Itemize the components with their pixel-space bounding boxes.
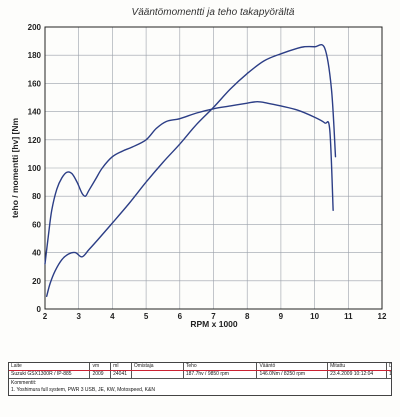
header-mi: mI xyxy=(111,363,132,370)
x-tick-label: 4 xyxy=(110,312,115,321)
x-tick-label: 12 xyxy=(378,312,387,321)
chart-title: Vääntömomentti ja teho takapyörältä xyxy=(132,7,295,18)
cell-omistaja xyxy=(132,371,184,378)
y-tick-label: 40 xyxy=(32,249,41,258)
table-header-row: Laite vm mI Omistaja Teho Vääntö Mitattu… xyxy=(9,363,391,371)
series-layer xyxy=(44,43,337,298)
header-vm: vm xyxy=(90,363,112,370)
header-laite: Laite xyxy=(9,363,91,370)
y-axis-label: teho / momentti [hv] [Nm xyxy=(10,118,20,219)
x-tick-labels: 2 3 4 5 6 7 8 9 10 11 12 xyxy=(43,312,387,321)
comment-line: 1. Yoshimura full system, PWR 3 USB, JE,… xyxy=(11,387,155,393)
x-tick-label: 5 xyxy=(144,312,149,321)
header-vaanto: Vääntö xyxy=(257,363,329,370)
y-tick-labels: 0 20 40 60 80 100 120 140 160 180 200 xyxy=(28,23,42,314)
series-line-upper xyxy=(44,101,334,265)
x-axis-label: RPM x 1000 xyxy=(190,319,238,329)
plot-frame xyxy=(44,26,383,310)
cell-mi: 24041 xyxy=(111,371,132,378)
y-tick-label: 80 xyxy=(32,192,41,201)
y-tick-label: 60 xyxy=(32,220,41,229)
y-tick-label: 120 xyxy=(28,136,42,145)
dyno-info-table: Laite vm mI Omistaja Teho Vääntö Mitattu… xyxy=(8,362,392,396)
x-tick-label: 2 xyxy=(43,312,48,321)
header-mitattu: Mitattu xyxy=(328,363,388,370)
header-din: DIN cf xyxy=(389,363,392,369)
cell-teho: 187.7hv / 9850 rpm xyxy=(184,371,258,378)
x-tick-label: 9 xyxy=(279,312,284,321)
y-tick-label: 140 xyxy=(28,108,42,117)
x-tick-label: 10 xyxy=(310,312,319,321)
y-tick-label: 100 xyxy=(28,164,42,173)
x-tick-label: 7 xyxy=(211,312,216,321)
dyno-chart: 2 3 4 5 6 7 8 9 10 11 12 0 20 40 60 80 100 120 140 160 180 2… xyxy=(10,7,387,329)
cell-laite: Suzuki GSX1300R / IP-885 xyxy=(9,371,91,378)
y-tick-label: 0 xyxy=(37,305,42,314)
series-line-lower xyxy=(45,43,337,298)
comments-label: Kommentit: xyxy=(11,380,37,386)
x-tick-label: 3 xyxy=(76,312,81,321)
y-tick-label: 200 xyxy=(28,23,42,32)
cell-vaanto: 146.0Nm / 8250 rpm xyxy=(257,371,329,378)
y-tick-label: 180 xyxy=(28,51,42,60)
table-row: Suzuki GSX1300R / IP-885 2009 24041 187.… xyxy=(9,371,391,379)
cell-mitattu: 23.4.2009 10:12:04 xyxy=(328,371,388,378)
cell-din: 1.02 xyxy=(389,371,392,377)
header-omistaja: Omistaja xyxy=(132,363,184,370)
comments-section: Kommentit: 1. Yoshimura full system, PWR… xyxy=(9,379,391,395)
cell-vm: 2009 xyxy=(90,371,112,378)
y-tick-label: 20 xyxy=(32,277,41,286)
x-tick-label: 6 xyxy=(178,312,183,321)
x-tick-label: 8 xyxy=(245,312,250,321)
x-tick-label: 11 xyxy=(344,312,353,321)
header-teho: Teho xyxy=(184,363,258,370)
y-tick-label: 160 xyxy=(28,79,42,88)
